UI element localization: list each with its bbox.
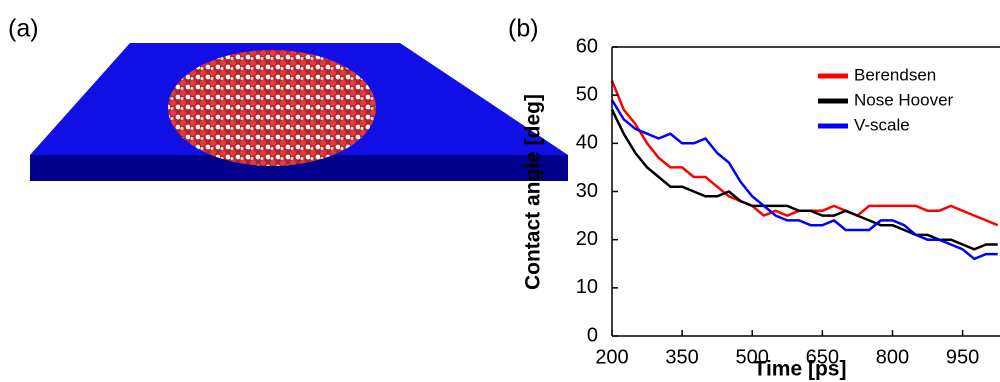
- simulation-image: [30, 43, 568, 181]
- x-tick-label: 200: [595, 346, 628, 368]
- surface-side: [30, 155, 568, 181]
- data-line: [610, 109, 998, 251]
- legend-label: V-scale: [854, 115, 910, 134]
- x-axis-title: Time [ps]: [754, 358, 847, 381]
- panel-label: (b): [508, 15, 539, 43]
- data-line: [610, 99, 998, 261]
- legend-label: Berendsen: [854, 65, 936, 84]
- y-tick-label: 10: [576, 276, 598, 298]
- y-tick-label: 40: [576, 132, 598, 154]
- y-tick-label: 50: [576, 83, 598, 105]
- y-tick-label: 30: [576, 180, 598, 202]
- y-tick-label: 0: [587, 324, 598, 346]
- x-tick-label: 950: [946, 346, 979, 368]
- y-axis-title: Contact angle [deg]: [522, 94, 545, 290]
- y-tick-label: 20: [576, 228, 598, 250]
- x-tick-label: 500: [736, 346, 769, 368]
- y-tick-label: 60: [576, 35, 598, 57]
- x-tick-label: 350: [665, 346, 698, 368]
- x-tick-label: 650: [806, 346, 839, 368]
- legend-label: Nose Hoover: [854, 90, 954, 109]
- x-tick-label: 800: [876, 346, 909, 368]
- droplet: [168, 50, 376, 166]
- panel-label: (a): [8, 15, 39, 43]
